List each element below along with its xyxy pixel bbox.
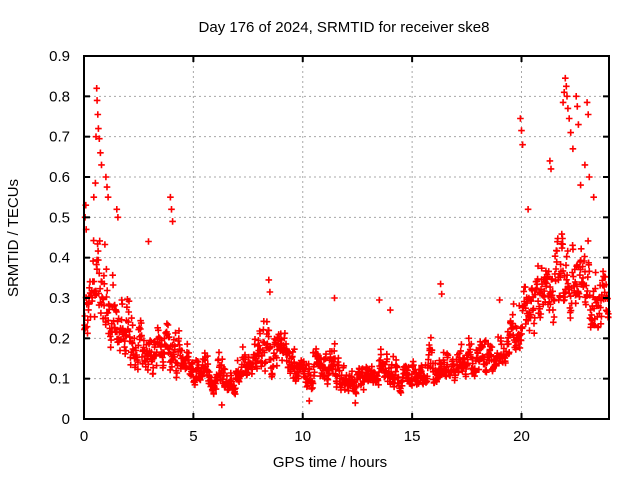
svg-text:0.5: 0.5	[49, 209, 70, 226]
x-tick-labels: 0 5 10 15 20	[80, 428, 530, 445]
y-axis-label: SRMTID / TECUs	[5, 179, 22, 297]
chart-title: Day 176 of 2024, SRMTID for receiver ske…	[199, 19, 490, 36]
svg-text:10: 10	[294, 428, 311, 445]
svg-text:0.4: 0.4	[49, 250, 70, 267]
grid	[84, 56, 609, 419]
data-points	[81, 74, 612, 409]
svg-text:0: 0	[80, 428, 88, 445]
svg-text:0.3: 0.3	[49, 290, 70, 307]
svg-text:0.1: 0.1	[49, 371, 70, 388]
svg-text:0: 0	[62, 411, 70, 428]
axis-ticks	[83, 55, 609, 420]
plot-frame	[83, 55, 610, 420]
svg-text:15: 15	[404, 428, 421, 445]
svg-text:0.6: 0.6	[49, 169, 70, 186]
x-axis-label: GPS time / hours	[273, 454, 387, 471]
y-tick-labels: 0 0.1 0.2 0.3 0.4 0.5 0.6 0.7 0.8 0.9	[49, 48, 70, 428]
svg-text:0.9: 0.9	[49, 48, 70, 65]
svg-text:0.7: 0.7	[49, 129, 70, 146]
svg-text:20: 20	[513, 428, 530, 445]
svg-text:0.8: 0.8	[49, 88, 70, 105]
svg-text:0.2: 0.2	[49, 330, 70, 347]
svg-text:5: 5	[189, 428, 197, 445]
